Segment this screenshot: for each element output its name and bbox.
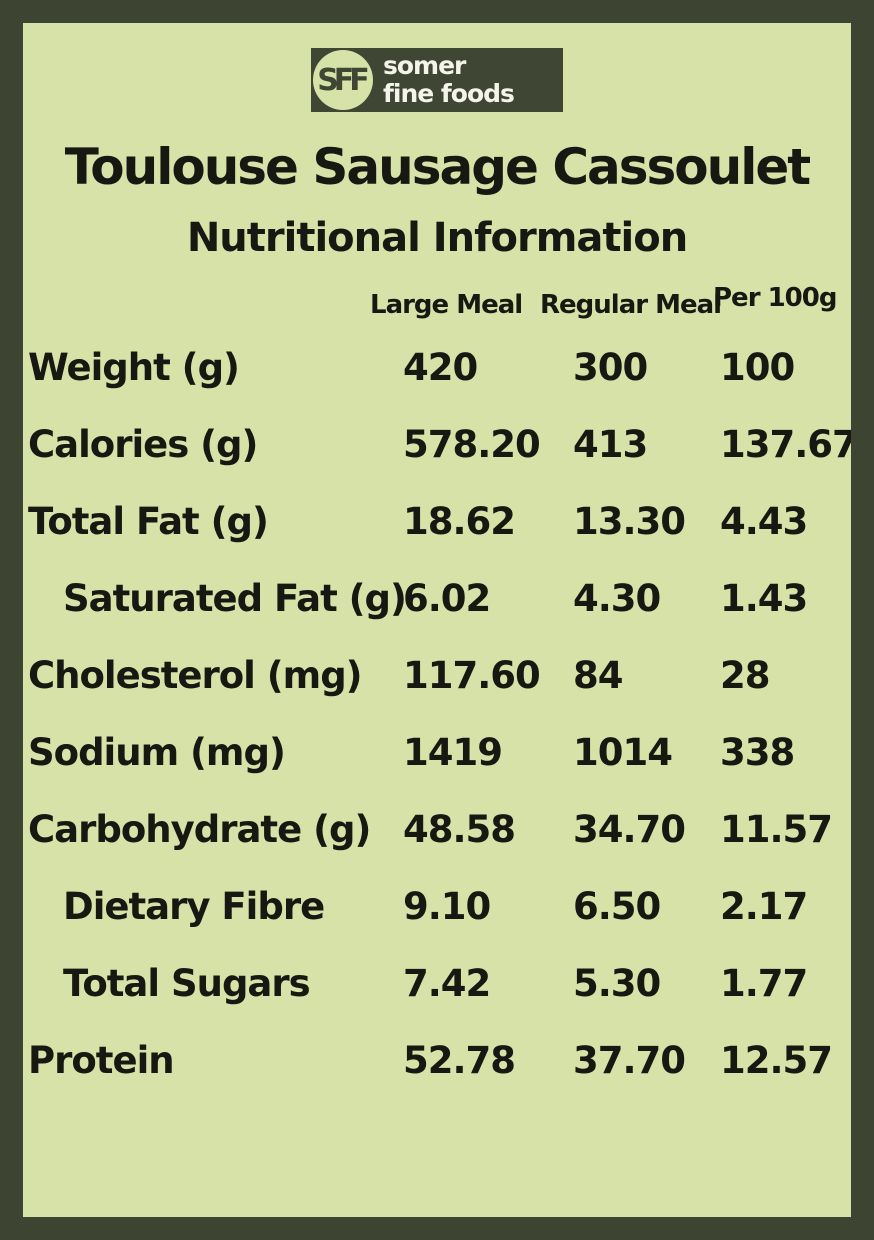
nutrition-table: Large Meal Regular Meal Per 100g Weight … bbox=[28, 281, 851, 1099]
row-value-large-meal: 578.20 bbox=[403, 423, 541, 466]
brand-logo: SFF somer fine foods bbox=[311, 48, 563, 112]
table-row: Sodium (mg) 1419 1014 338 bbox=[28, 714, 846, 791]
table-row: Calories (g) 578.20 413 137.67 bbox=[28, 406, 851, 483]
row-value-large-meal: 18.62 bbox=[403, 500, 516, 543]
table-row: Protein 52.78 37.70 12.57 bbox=[28, 1022, 846, 1099]
row-value-large-meal: 6.02 bbox=[403, 577, 491, 620]
row-value-per-100g: 4.43 bbox=[720, 500, 808, 543]
row-value-large-meal: 117.60 bbox=[403, 654, 541, 697]
table-row: Carbohydrate (g) 48.58 34.70 11.57 bbox=[28, 791, 846, 868]
row-label: Saturated Fat (g) bbox=[63, 577, 407, 620]
row-value-regular-meal: 300 bbox=[573, 346, 648, 389]
row-label: Weight (g) bbox=[28, 346, 240, 389]
row-value-per-100g: 2.17 bbox=[720, 885, 808, 928]
row-value-regular-meal: 6.50 bbox=[573, 885, 661, 928]
row-value-large-meal: 48.58 bbox=[403, 808, 516, 851]
table-header-row: Large Meal Regular Meal Per 100g bbox=[28, 281, 846, 329]
row-value-per-100g: 12.57 bbox=[720, 1039, 833, 1082]
brand-name: somer fine foods bbox=[383, 51, 515, 108]
page-title: Toulouse Sausage Cassoulet bbox=[64, 138, 811, 196]
sff-monogram-icon: SFF bbox=[313, 50, 373, 110]
row-value-large-meal: 9.10 bbox=[403, 885, 491, 928]
row-label: Calories (g) bbox=[28, 423, 258, 466]
row-value-per-100g: 28 bbox=[720, 654, 771, 697]
brand-name-line1: somer bbox=[383, 51, 466, 80]
table-row: Dietary Fibre 9.10 6.50 2.17 bbox=[28, 868, 846, 945]
table-row: Saturated Fat (g) 6.02 4.30 1.43 bbox=[28, 560, 846, 637]
row-label: Protein bbox=[28, 1039, 175, 1082]
row-value-regular-meal: 5.30 bbox=[573, 962, 661, 1005]
table-body: Weight (g) 420 300 100 Calories (g) 578.… bbox=[28, 329, 851, 1099]
table-row: Cholesterol (mg) 117.60 84 28 bbox=[28, 637, 846, 714]
row-value-regular-meal: 1014 bbox=[573, 731, 673, 774]
row-value-large-meal: 1419 bbox=[403, 731, 503, 774]
row-value-large-meal: 420 bbox=[403, 346, 478, 389]
row-value-regular-meal: 84 bbox=[573, 654, 624, 697]
row-label: Total Sugars bbox=[63, 962, 311, 1005]
table-row: Total Fat (g) 18.62 13.30 4.43 bbox=[28, 483, 846, 560]
row-value-regular-meal: 413 bbox=[573, 423, 648, 466]
row-value-regular-meal: 37.70 bbox=[573, 1039, 686, 1082]
row-value-large-meal: 7.42 bbox=[403, 962, 491, 1005]
row-value-per-100g: 1.43 bbox=[720, 577, 808, 620]
row-value-per-100g: 1.77 bbox=[720, 962, 808, 1005]
column-header-large-meal: Large Meal bbox=[370, 290, 523, 320]
column-header-per-100g: Per 100g bbox=[713, 283, 837, 313]
row-value-per-100g: 338 bbox=[720, 731, 795, 774]
brand-name-line2: fine foods bbox=[383, 79, 515, 108]
row-value-per-100g: 100 bbox=[720, 346, 795, 389]
label-content: SFF somer fine foods Toulouse Sausage Ca… bbox=[23, 48, 851, 1099]
row-value-regular-meal: 34.70 bbox=[573, 808, 686, 851]
row-value-regular-meal: 13.30 bbox=[573, 500, 686, 543]
row-label: Carbohydrate (g) bbox=[28, 808, 371, 851]
row-value-per-100g: 11.57 bbox=[720, 808, 833, 851]
row-value-regular-meal: 4.30 bbox=[573, 577, 661, 620]
row-value-per-100g: 137.67 bbox=[720, 423, 857, 466]
column-header-regular-meal: Regular Meal bbox=[540, 290, 722, 320]
table-row: Weight (g) 420 300 100 bbox=[28, 329, 846, 406]
row-label: Cholesterol (mg) bbox=[28, 654, 363, 697]
row-value-large-meal: 52.78 bbox=[403, 1039, 516, 1082]
row-label: Sodium (mg) bbox=[28, 731, 286, 774]
row-label: Dietary Fibre bbox=[63, 885, 325, 928]
row-label: Total Fat (g) bbox=[28, 500, 269, 543]
monogram-text: SFF bbox=[317, 62, 370, 98]
page-subtitle: Nutritional Information bbox=[186, 215, 688, 261]
table-row: Total Sugars 7.42 5.30 1.77 bbox=[28, 945, 846, 1022]
